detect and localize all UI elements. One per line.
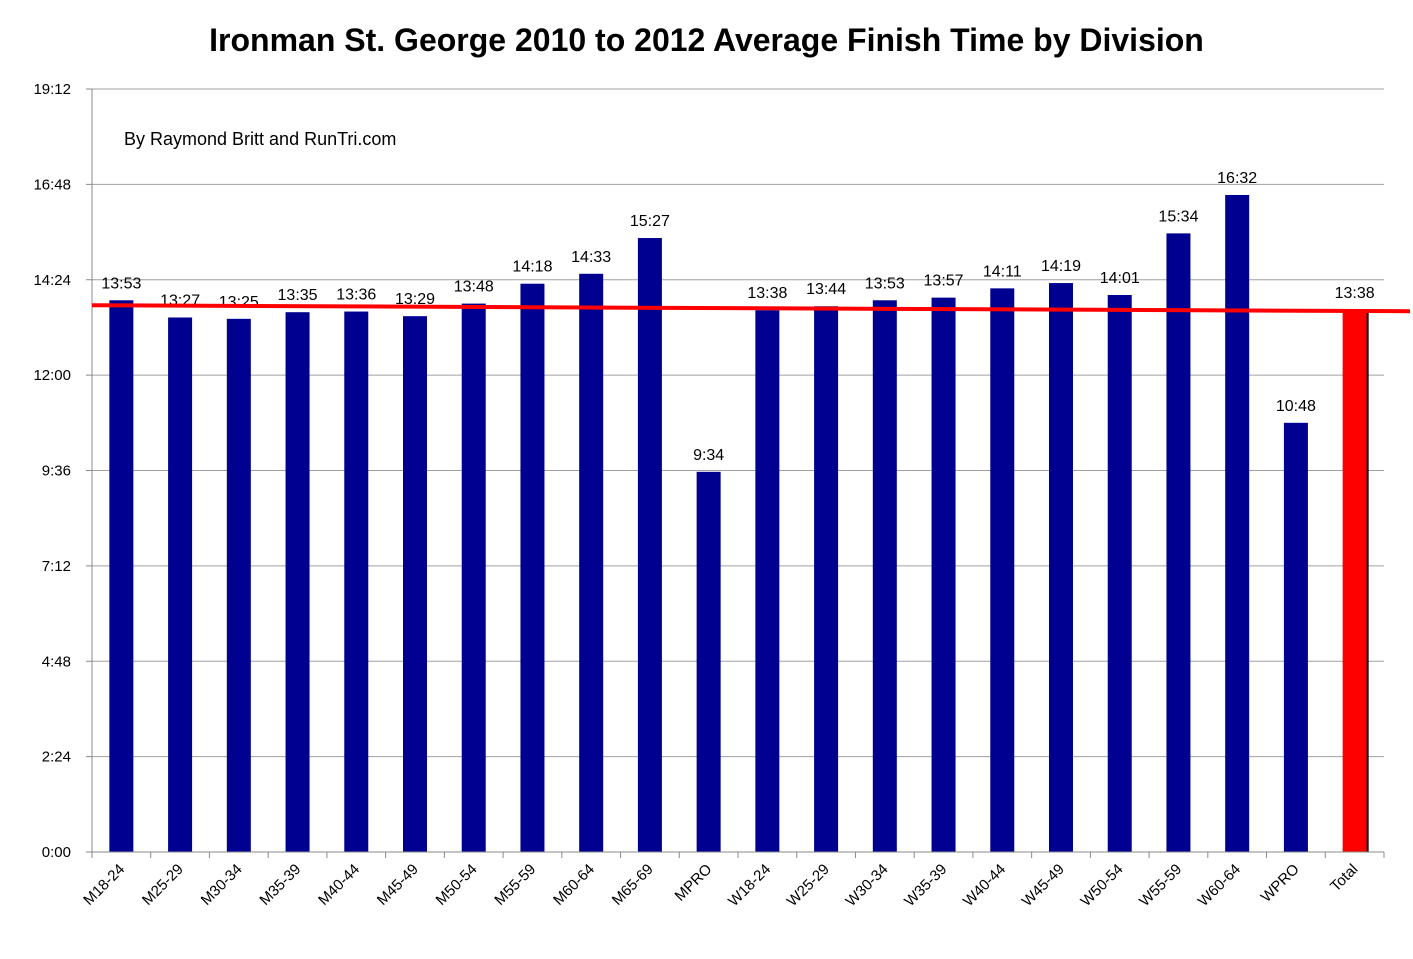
bar-m60-64: [579, 273, 604, 852]
y-tick-label: 0:00: [42, 844, 71, 861]
data-label: 13:53: [865, 275, 905, 292]
data-label: 10:48: [1276, 398, 1316, 415]
x-tick-label: M40-44: [315, 861, 363, 909]
y-axis-ticks: 0:00 2:24 4:48 7:12 9:36 12:00 14:24 16:48 19:12: [33, 81, 93, 861]
data-label: 13:38: [747, 285, 787, 302]
bar-mpro: [696, 471, 721, 852]
x-tick-label: W45-49: [1019, 861, 1068, 910]
bar-w40-44: [990, 288, 1015, 852]
x-tick-label: WPRO: [1258, 861, 1303, 906]
data-label: 13:53: [101, 275, 141, 292]
data-label: 13:25: [219, 294, 259, 311]
data-label: 15:34: [1158, 208, 1198, 225]
bar-w35-39: [931, 297, 956, 852]
reference-line: [91, 303, 1411, 314]
x-tick-label: W35-39: [901, 861, 950, 910]
x-tick-label: M45-49: [374, 861, 422, 909]
bar-w45-49: [1049, 283, 1073, 852]
y-tick-label: 12:00: [33, 367, 71, 384]
data-label: 13:44: [806, 281, 846, 298]
reference-lines: [91, 303, 1411, 314]
x-tick-label: Total: [1327, 861, 1361, 895]
bar-m18-24: [109, 300, 134, 852]
x-tick-label: M35-39: [256, 861, 304, 909]
x-tick-label: M55-59: [491, 861, 539, 909]
bar-m40-44: [344, 311, 369, 853]
chart-annotation: By Raymond Britt and RunTri.com: [124, 129, 396, 149]
y-tick-label: 7:12: [42, 558, 71, 575]
data-label: 14:33: [571, 249, 611, 266]
x-tick-label: M50-54: [433, 861, 481, 909]
bar-m25-29: [168, 317, 193, 853]
x-tick-label: W50-54: [1077, 861, 1126, 910]
data-label: 13:38: [1335, 285, 1375, 302]
data-label: 13:48: [454, 279, 494, 296]
bar-wpro: [1283, 422, 1308, 852]
bar-total: [1342, 310, 1367, 852]
data-label: 13:57: [924, 273, 964, 290]
x-tick-label: W40-44: [960, 861, 1009, 910]
x-tick-label: M25-29: [139, 861, 187, 909]
bar-w25-29: [814, 306, 839, 852]
x-tick-label: M18-24: [80, 861, 128, 909]
y-tick-label: 4:48: [42, 653, 71, 670]
bar-w18-24: [755, 310, 780, 852]
data-label: 13:35: [278, 287, 318, 304]
data-label: 14:18: [512, 259, 552, 276]
y-tick-label: 2:24: [42, 749, 71, 766]
data-label: 14:11: [983, 263, 1022, 280]
y-tick-label: 14:24: [33, 272, 71, 289]
data-label: 13:36: [336, 287, 376, 304]
x-tick-label: M30-34: [198, 861, 246, 909]
bar-m50-54: [461, 303, 486, 852]
bars: [109, 194, 1369, 853]
data-label: 14:19: [1041, 258, 1081, 275]
bar-m65-69: [637, 238, 662, 852]
x-tick-label: W30-34: [842, 861, 891, 910]
bar-w30-34: [872, 300, 897, 852]
x-tick-label: M65-69: [609, 861, 657, 909]
data-label: 13:29: [395, 291, 435, 308]
x-tick-label: W55-59: [1136, 861, 1185, 910]
bar-w50-54: [1107, 294, 1132, 852]
y-tick-label: 16:48: [33, 176, 71, 193]
bar-m45-49: [403, 316, 427, 852]
data-label: 15:27: [630, 213, 670, 230]
bar-m35-39: [285, 312, 310, 852]
x-tick-label: M60-64: [550, 861, 598, 909]
y-tick-label: 9:36: [42, 463, 71, 480]
bar-m30-34: [226, 318, 251, 852]
x-tick-label: W18-24: [725, 861, 774, 910]
bar-m55-59: [520, 283, 545, 852]
data-label: 9:34: [693, 447, 724, 464]
y-tick-label: 19:12: [33, 81, 71, 98]
bar-w55-59: [1166, 233, 1191, 852]
bar-w60-64: [1225, 194, 1250, 852]
chart-title: Ironman St. George 2010 to 2012 Average …: [209, 22, 1204, 58]
data-label: 14:01: [1100, 270, 1140, 287]
x-tick-label: W25-29: [784, 861, 833, 910]
data-label: 16:32: [1217, 170, 1257, 187]
x-tick-label: W60-64: [1195, 861, 1244, 910]
x-tick-label: MPRO: [672, 861, 716, 905]
x-axis-ticks: M18-24 M25-29 M30-34 M35-39 M40-44 M45-49 M50-…: [80, 851, 1385, 910]
